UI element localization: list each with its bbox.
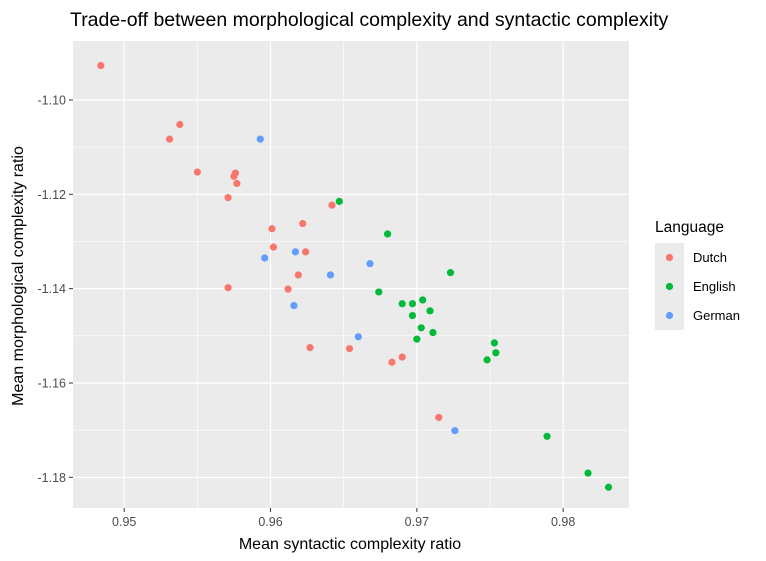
data-point-dutch <box>224 284 232 292</box>
data-point-english <box>383 230 392 238</box>
y-axis-title: Mean morphological complexity ratio <box>10 146 27 406</box>
data-point-dutch <box>345 344 354 353</box>
x-tick-label: 0.95 <box>112 515 136 529</box>
legend-label-german: German <box>693 308 740 323</box>
data-point-english <box>426 307 434 315</box>
data-point-dutch <box>269 243 278 251</box>
x-axis-title: Mean syntactic complexity ratio <box>239 536 461 553</box>
legend-label-english: English <box>693 279 736 294</box>
data-point-english <box>408 300 417 308</box>
x-axis: 0.95 0.96 0.97 0.98 <box>112 508 575 529</box>
data-point-dutch <box>165 135 174 143</box>
data-point-dutch <box>294 271 302 279</box>
gridlines <box>73 41 629 508</box>
data-point-dutch <box>233 179 241 188</box>
x-tick-label: 0.96 <box>258 515 282 529</box>
y-tick-label: -1.10 <box>38 93 67 107</box>
data-point-english <box>419 296 427 304</box>
data-point-german <box>366 260 374 268</box>
data-point-english <box>398 300 406 308</box>
chart-title: Trade-off between morphological complexi… <box>70 9 669 31</box>
data-point-english <box>584 469 592 477</box>
legend-key-german <box>665 311 674 320</box>
data-point-dutch <box>328 201 336 209</box>
data-point-german <box>290 302 298 310</box>
y-tick-label: -1.18 <box>38 471 67 485</box>
data-point-english <box>335 197 343 205</box>
data-point-dutch <box>306 344 314 352</box>
data-point-dutch <box>398 353 406 361</box>
data-point-english <box>543 432 551 440</box>
data-point-english <box>490 339 498 347</box>
data-point-english <box>375 288 383 296</box>
data-point-english <box>417 324 425 332</box>
data-point-german <box>291 248 299 256</box>
data-point-dutch <box>268 225 276 233</box>
data-points <box>97 61 613 491</box>
data-point-dutch <box>193 168 201 176</box>
data-point-dutch <box>284 285 292 293</box>
y-axis: -1.10 -1.12 -1.14 -1.16 -1.18 <box>38 93 73 485</box>
data-point-dutch <box>388 358 396 366</box>
data-point-dutch <box>435 413 443 422</box>
data-point-dutch <box>224 194 232 202</box>
data-point-german <box>354 333 362 341</box>
data-point-german <box>451 427 459 435</box>
data-point-english <box>446 269 455 277</box>
legend-key-dutch <box>665 253 674 262</box>
data-point-english <box>604 483 613 491</box>
data-point-english <box>408 311 417 320</box>
data-point-german <box>256 135 264 143</box>
legend: Language Dutch English German <box>655 219 740 330</box>
y-tick-label: -1.14 <box>38 282 67 296</box>
data-point-dutch <box>97 61 105 70</box>
data-point-german <box>261 254 269 262</box>
data-point-dutch <box>299 219 307 228</box>
data-point-english <box>492 349 500 357</box>
data-point-dutch <box>302 248 310 256</box>
x-tick-label: 0.98 <box>551 515 575 529</box>
data-point-english <box>483 356 491 364</box>
data-point-english <box>429 328 437 337</box>
data-point-english <box>413 335 421 343</box>
legend-label-dutch: Dutch <box>693 250 727 265</box>
legend-title: Language <box>655 219 724 236</box>
data-point-dutch <box>176 120 184 129</box>
y-tick-label: -1.12 <box>38 188 67 202</box>
data-point-dutch <box>230 172 238 180</box>
x-tick-label: 0.97 <box>405 515 429 529</box>
data-point-german <box>326 271 335 279</box>
legend-key-english <box>665 282 674 291</box>
y-tick-label: -1.16 <box>38 376 67 390</box>
